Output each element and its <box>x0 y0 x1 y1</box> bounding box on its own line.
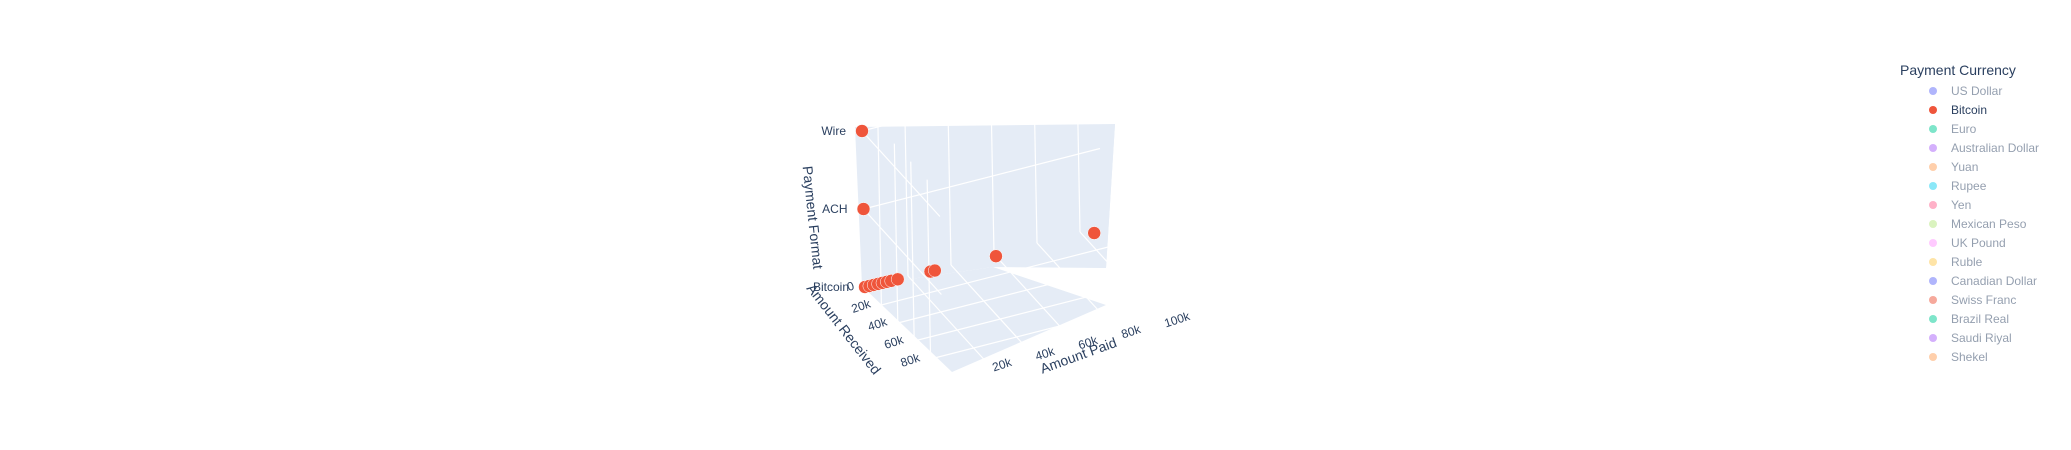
z-axis-title: Payment Format <box>800 165 827 270</box>
legend-item[interactable]: Canadian Dollar <box>1900 271 2060 290</box>
legend-label: Saudi Riyal <box>1951 330 2012 345</box>
grid-line-z-wall <box>863 147 1101 210</box>
y-tick-label: 0 <box>845 278 856 293</box>
legend: Payment Currency US Dollar Bitcoin Euro Aus… <box>1900 62 2060 366</box>
legend-item[interactable]: Shekel <box>1900 347 2060 366</box>
data-point-bitcoin <box>989 249 1003 263</box>
y-tick-label: 20k <box>850 296 874 316</box>
legend-label: Brazil Real <box>1951 311 2010 326</box>
x-tick-label: 60k <box>1077 333 1101 353</box>
grid-line-x-wall <box>1032 63 1038 244</box>
legend-item[interactable]: Yuan <box>1900 157 2060 176</box>
data-points <box>855 124 1101 294</box>
y-tick-label: 40k <box>866 314 890 334</box>
legend-marker-icon <box>1929 200 1937 209</box>
grid-line-y-floor <box>914 279 1151 342</box>
back-wall-right <box>988 124 1115 268</box>
data-point-bitcoin <box>856 202 871 216</box>
legend-marker-icon <box>1929 333 1937 342</box>
grid-line-x-wall <box>1075 52 1081 233</box>
legend-item[interactable]: UK Pound <box>1900 233 2060 252</box>
x-tick-label: 40k <box>1034 344 1058 364</box>
legend-label: Bitcoin <box>1951 102 1988 117</box>
legend-label: UK Pound <box>1951 235 2006 250</box>
grid-line-x-floor <box>993 253 1073 340</box>
grid-line-z-side <box>863 208 942 295</box>
grid-line-z-wall <box>861 69 1099 132</box>
grid-line-x-floor <box>1079 231 1159 318</box>
legend-label: Australian Dollar <box>1951 140 2040 155</box>
legend-item[interactable]: Euro <box>1900 119 2060 138</box>
grid-line-y-floor <box>897 261 1135 324</box>
grid-line-x-floor <box>907 275 987 362</box>
legend-marker-icon <box>1929 143 1937 152</box>
legend-title: Payment Currency <box>1900 62 2016 78</box>
legend-marker-icon <box>1929 314 1937 323</box>
x-tick-label: 100k <box>1163 309 1193 331</box>
grid-line-y-floor <box>930 297 1168 360</box>
legend-label: Canadian Dollar <box>1951 273 2038 288</box>
legend-label: Euro <box>1951 121 1977 136</box>
grid-line-y-wall <box>910 161 915 342</box>
data-point-bitcoin <box>928 263 942 278</box>
legend-marker-icon <box>1929 162 1937 171</box>
legend-label: Shekel <box>1951 349 1988 364</box>
z-tick-label: ACH <box>822 202 847 216</box>
z-tick-label: Bitcoin <box>813 280 849 294</box>
tick-labels: 20k40k60k80k100k020k40k60k80kBitcoinACHW… <box>813 124 1193 374</box>
x-tick-label: 80k <box>1120 322 1144 342</box>
back-wall-z <box>855 127 993 286</box>
legend-marker-icon <box>1929 105 1937 114</box>
z-tick-label: Wire <box>821 124 846 138</box>
y-tick-label: 80k <box>899 350 923 370</box>
legend-item[interactable]: Bitcoin <box>1900 100 2060 119</box>
legend-marker-icon <box>1929 124 1937 133</box>
legend-marker-icon <box>1929 219 1937 228</box>
grid-line-x-wall <box>946 85 952 266</box>
legend-item[interactable]: Ruble <box>1900 252 2060 271</box>
legend-label: Mexican Peso <box>1951 216 2027 231</box>
legend-marker-icon <box>1929 257 1937 266</box>
data-point-bitcoin <box>855 124 869 138</box>
legend-marker-icon <box>1929 352 1937 361</box>
legend-label: Ruble <box>1951 254 1983 269</box>
legend-label: Swiss Franc <box>1951 292 2017 307</box>
legend-items: US Dollar Bitcoin Euro Australian Dollar Yua… <box>1900 81 2060 366</box>
legend-item[interactable]: Swiss Franc <box>1900 290 2060 309</box>
legend-item[interactable]: Australian Dollar <box>1900 138 2060 157</box>
grid-line-y-wall <box>893 143 899 324</box>
3d-scene[interactable]: 20k40k60k80k100k020k40k60k80kBitcoinACHW… <box>800 52 1193 378</box>
grid-line-x-wall <box>989 74 995 255</box>
grid-line-x-floor <box>1036 242 1116 329</box>
legend-label: Rupee <box>1951 178 1987 193</box>
data-point-bitcoin <box>890 272 905 287</box>
legend-label: US Dollar <box>1951 83 2003 98</box>
legend-marker-icon <box>1929 238 1937 247</box>
grid-line-y-wall <box>877 125 882 306</box>
legend-marker-icon <box>1929 86 1937 95</box>
grid-line-z-side <box>861 130 941 217</box>
legend-item[interactable]: Yen <box>1900 195 2060 214</box>
legend-marker-icon <box>1929 295 1937 304</box>
legend-item[interactable]: US Dollar <box>1900 81 2060 100</box>
legend-item[interactable]: Mexican Peso <box>1900 214 2060 233</box>
legend-marker-icon <box>1929 181 1937 190</box>
legend-label: Yuan <box>1951 159 1979 174</box>
grid-line-y-floor <box>881 243 1119 306</box>
grid-line-x-floor <box>950 264 1030 351</box>
x-tick-label: 20k <box>991 355 1015 375</box>
legend-item[interactable]: Saudi Riyal <box>1900 328 2060 347</box>
y-tick-label: 60k <box>882 332 906 352</box>
legend-item[interactable]: Brazil Real <box>1900 309 2060 328</box>
legend-label: Yen <box>1951 197 1972 212</box>
legend-marker-icon <box>1929 276 1937 285</box>
data-point-bitcoin <box>1087 226 1101 240</box>
legend-item[interactable]: Rupee <box>1900 176 2060 195</box>
grid-line-x-wall <box>903 96 909 277</box>
